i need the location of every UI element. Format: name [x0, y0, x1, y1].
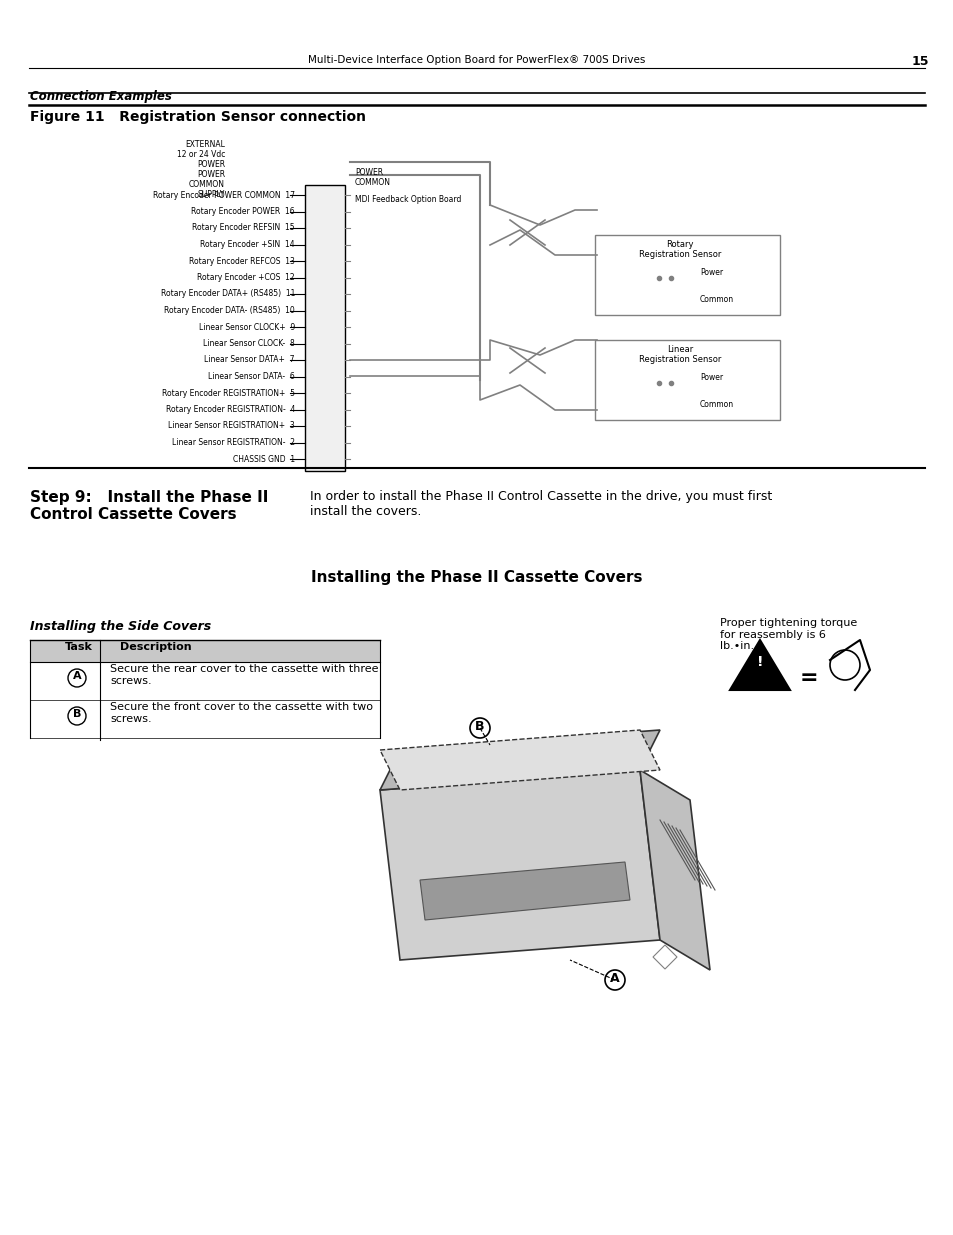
Text: Step 9:   Install the Phase II
Control Cassette Covers: Step 9: Install the Phase II Control Cas… — [30, 490, 268, 522]
Text: Secure the front cover to the cassette with two
screws.: Secure the front cover to the cassette w… — [110, 701, 373, 724]
Polygon shape — [419, 862, 629, 920]
Bar — [595, 340, 780, 420]
Polygon shape — [639, 769, 709, 969]
Text: Rotary Encoder REGISTRATION-  4: Rotary Encoder REGISTRATION- 4 — [166, 405, 294, 414]
Text: Linear Sensor REGISTRATION+  3: Linear Sensor REGISTRATION+ 3 — [168, 421, 294, 431]
Text: SUPPLY: SUPPLY — [197, 190, 225, 199]
Polygon shape — [379, 730, 659, 790]
Text: Power: Power — [700, 373, 722, 382]
Text: Installing the Side Covers: Installing the Side Covers — [30, 620, 211, 634]
Polygon shape — [379, 730, 659, 790]
Polygon shape — [652, 945, 677, 969]
Text: Multi-Device Interface Option Board for PowerFlex® 700S Drives: Multi-Device Interface Option Board for … — [308, 56, 645, 65]
Text: A: A — [72, 671, 81, 680]
Text: Common: Common — [700, 400, 734, 409]
Text: POWER: POWER — [196, 161, 225, 169]
Bar — [30, 640, 379, 662]
Text: Linear Sensor REGISTRATION-  2: Linear Sensor REGISTRATION- 2 — [172, 438, 294, 447]
Text: COMMON: COMMON — [355, 178, 391, 186]
Text: Description: Description — [120, 642, 192, 652]
Text: COMMON: COMMON — [189, 180, 225, 189]
Text: Linear Sensor CLOCK+  9: Linear Sensor CLOCK+ 9 — [198, 322, 294, 331]
Text: Rotary Encoder REFSIN  15: Rotary Encoder REFSIN 15 — [193, 224, 294, 232]
Polygon shape — [729, 640, 789, 690]
Text: Figure 11   Registration Sensor connection: Figure 11 Registration Sensor connection — [30, 110, 366, 124]
Text: A: A — [610, 972, 619, 986]
Text: 15: 15 — [910, 56, 928, 68]
Text: Rotary Encoder POWER COMMON  17: Rotary Encoder POWER COMMON 17 — [152, 190, 294, 200]
Text: Connection Examples: Connection Examples — [30, 90, 172, 103]
Text: B: B — [475, 720, 484, 734]
Text: Rotary Encoder REGISTRATION+  5: Rotary Encoder REGISTRATION+ 5 — [162, 389, 294, 398]
Text: CHASSIS GND  1: CHASSIS GND 1 — [233, 454, 294, 463]
Text: Linear Sensor DATA+  7: Linear Sensor DATA+ 7 — [204, 356, 294, 364]
Text: Power: Power — [700, 268, 722, 277]
Text: Rotary Encoder POWER  16: Rotary Encoder POWER 16 — [192, 207, 294, 216]
Text: Linear Sensor DATA-  6: Linear Sensor DATA- 6 — [208, 372, 294, 382]
Text: Rotary Encoder REFCOS  13: Rotary Encoder REFCOS 13 — [189, 257, 294, 266]
Text: POWER: POWER — [355, 168, 383, 177]
Text: Linear
Registration Sensor: Linear Registration Sensor — [639, 345, 720, 364]
Text: B: B — [72, 709, 81, 719]
Text: Proper tightening torque
for reassembly is 6
lb.•in.: Proper tightening torque for reassembly … — [720, 618, 857, 651]
Text: 12 or 24 Vdc: 12 or 24 Vdc — [176, 149, 225, 159]
Text: Secure the rear cover to the cassette with three
screws.: Secure the rear cover to the cassette wi… — [110, 664, 378, 685]
Text: !: ! — [756, 655, 762, 669]
Text: Task: Task — [65, 642, 92, 652]
Text: EXTERNAL: EXTERNAL — [185, 140, 225, 149]
Text: Common: Common — [700, 295, 734, 304]
Text: Rotary Encoder +COS  12: Rotary Encoder +COS 12 — [197, 273, 294, 282]
Text: Rotary Encoder +SIN  14: Rotary Encoder +SIN 14 — [200, 240, 294, 249]
Text: Rotary Encoder DATA- (RS485)  10: Rotary Encoder DATA- (RS485) 10 — [164, 306, 294, 315]
Text: POWER: POWER — [196, 170, 225, 179]
Text: MDI Feedback Option Board: MDI Feedback Option Board — [355, 195, 461, 204]
Text: Rotary Encoder DATA+ (RS485)  11: Rotary Encoder DATA+ (RS485) 11 — [160, 289, 294, 299]
Bar — [305, 185, 345, 471]
Text: Linear Sensor CLOCK-  8: Linear Sensor CLOCK- 8 — [203, 338, 294, 348]
Text: Installing the Phase II Cassette Covers: Installing the Phase II Cassette Covers — [311, 571, 642, 585]
Polygon shape — [379, 769, 659, 960]
Bar — [595, 235, 780, 315]
Text: In order to install the Phase II Control Cassette in the drive, you must first
i: In order to install the Phase II Control… — [310, 490, 771, 517]
Text: Rotary
Registration Sensor: Rotary Registration Sensor — [639, 240, 720, 259]
Text: =: = — [800, 668, 818, 688]
Polygon shape — [652, 840, 677, 864]
